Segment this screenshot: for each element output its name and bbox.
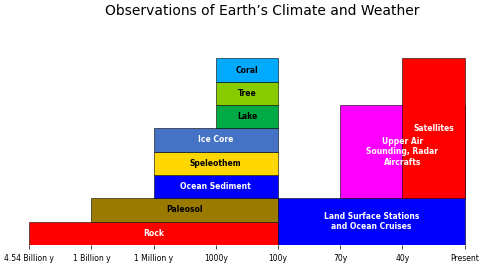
FancyBboxPatch shape [402,58,464,198]
FancyBboxPatch shape [154,152,278,175]
Text: Tree: Tree [238,89,256,98]
FancyBboxPatch shape [340,105,464,198]
Text: Upper Air
Sounding, Radar
Aircrafts: Upper Air Sounding, Radar Aircrafts [366,137,438,167]
Text: Speleothem: Speleothem [190,159,242,168]
Text: Land Surface Stations
and Ocean Cruises: Land Surface Stations and Ocean Cruises [324,212,419,231]
FancyBboxPatch shape [278,198,464,245]
FancyBboxPatch shape [92,198,278,222]
Text: Ice Core: Ice Core [198,135,234,144]
Text: Satellites: Satellites [413,124,454,133]
Text: Paleosol: Paleosol [166,205,203,214]
FancyBboxPatch shape [154,175,278,198]
Title: Observations of Earth’s Climate and Weather: Observations of Earth’s Climate and Weat… [105,4,420,18]
FancyBboxPatch shape [216,58,278,82]
FancyBboxPatch shape [29,222,278,245]
FancyBboxPatch shape [216,105,278,128]
Text: Rock: Rock [143,229,164,238]
Text: Coral: Coral [236,66,258,74]
Text: Lake: Lake [237,112,257,121]
FancyBboxPatch shape [216,82,278,105]
FancyBboxPatch shape [154,128,278,152]
Text: Ocean Sediment: Ocean Sediment [180,182,251,191]
